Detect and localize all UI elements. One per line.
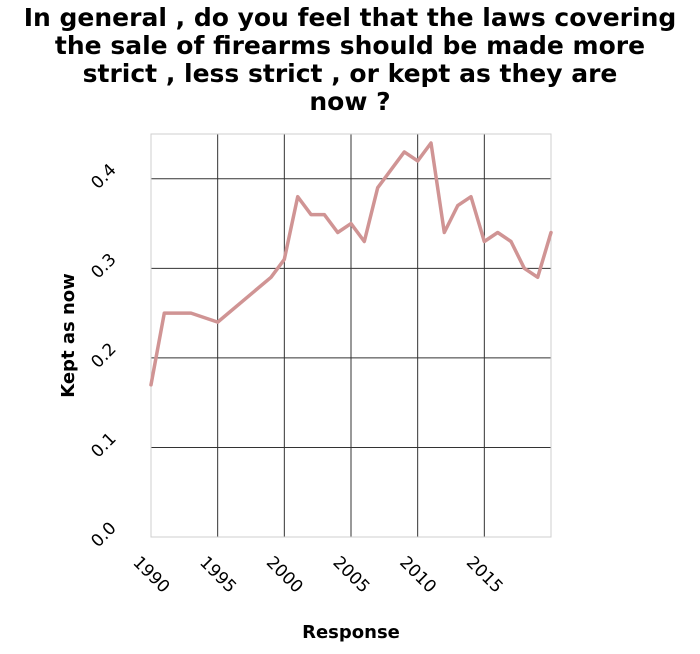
plot-frame xyxy=(150,133,552,538)
chart-title-line: the sale of firearms should be made more xyxy=(54,31,646,60)
chart-title-line: now ? xyxy=(309,87,391,116)
x-tick-label: 1995 xyxy=(195,553,240,598)
y-tick-label: 0.2 xyxy=(87,339,120,372)
grid xyxy=(150,134,551,538)
x-tick-label: 2005 xyxy=(329,553,374,598)
x-tick-label: 2010 xyxy=(395,553,440,598)
y-tick-label: 0.4 xyxy=(87,160,120,193)
x-tick-label: 2000 xyxy=(262,553,307,598)
y-tick-label: 0.3 xyxy=(87,250,120,283)
x-axis-label: Response xyxy=(302,622,400,643)
y-tick-label: 0.0 xyxy=(87,518,120,551)
y-axis-label: Kept as now xyxy=(58,273,79,398)
x-tick-label: 2015 xyxy=(462,553,507,598)
chart-title: In general , do you feel that the laws c… xyxy=(0,4,700,116)
y-axis-ticks: 0.0 0.1 0.2 0.3 0.4 xyxy=(87,160,120,551)
x-tick-label: 1990 xyxy=(129,553,174,598)
y-tick-label: 0.1 xyxy=(87,429,120,462)
series-line xyxy=(149,141,553,387)
chart-title-line: In general , do you feel that the laws c… xyxy=(23,3,677,32)
x-axis-ticks: 1990 1995 2000 2005 2010 2015 xyxy=(129,553,507,598)
chart-title-line: strict , less strict , or kept as they a… xyxy=(82,59,618,88)
series-layer xyxy=(149,141,553,387)
